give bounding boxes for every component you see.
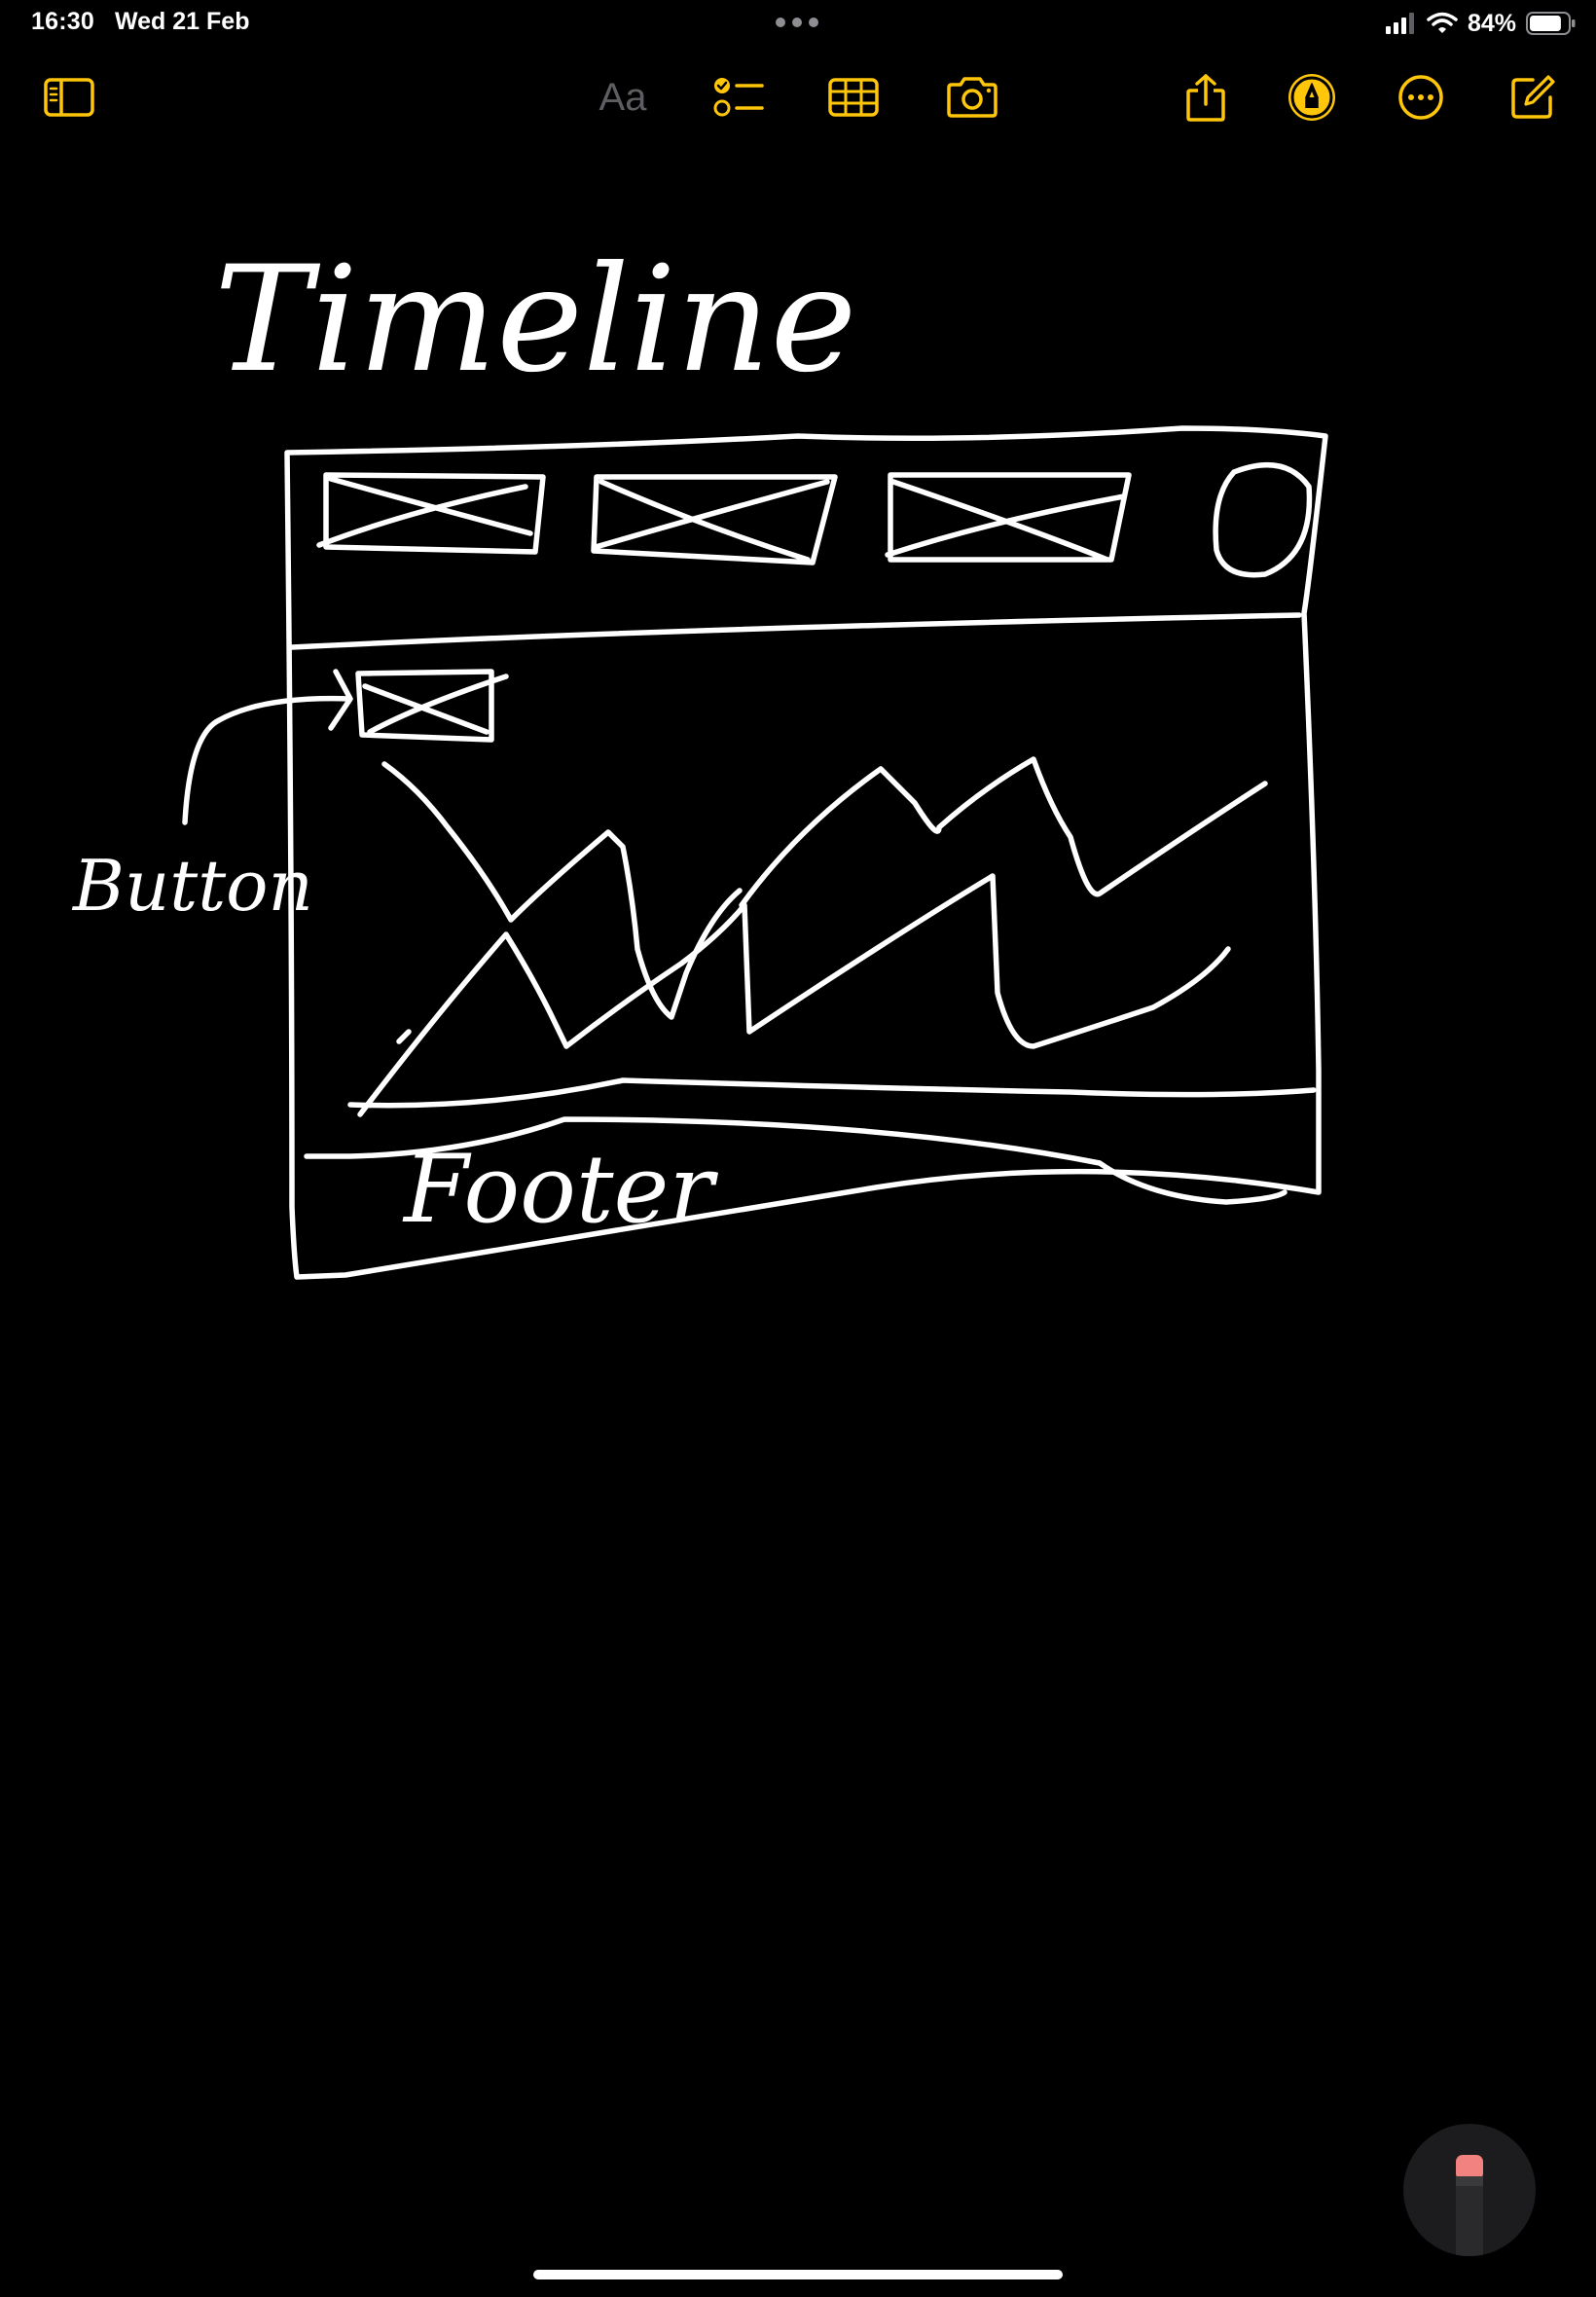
status-time: 16:30 bbox=[31, 8, 94, 35]
text-format-label: Aa bbox=[598, 75, 647, 119]
button-annotation: Button bbox=[71, 845, 313, 927]
home-indicator[interactable] bbox=[533, 2270, 1063, 2279]
notes-toolbar: Aa bbox=[0, 58, 1596, 136]
checklist-icon bbox=[713, 78, 764, 117]
annotation-arrow bbox=[182, 669, 353, 825]
nav-placeholder-3 bbox=[885, 472, 1132, 563]
text-format-button[interactable]: Aa bbox=[584, 58, 662, 136]
wireframe-header-divider bbox=[289, 612, 1302, 650]
cellular-signal-icon bbox=[1385, 13, 1414, 34]
table-button[interactable] bbox=[825, 58, 882, 136]
chart-line-c bbox=[739, 756, 1268, 908]
status-indicators: 84% bbox=[1385, 8, 1577, 39]
wifi-icon bbox=[1427, 12, 1458, 33]
battery-percentage: 84% bbox=[1467, 9, 1516, 37]
nav-placeholder-1 bbox=[316, 472, 546, 555]
wireframe-frame bbox=[284, 425, 1328, 1280]
pencil-tool-button[interactable] bbox=[1403, 2124, 1536, 2256]
markup-pen-icon bbox=[1288, 74, 1335, 121]
wireframe-footer-divider bbox=[347, 1077, 1317, 1109]
sidebar-icon bbox=[44, 78, 94, 117]
checklist-button[interactable] bbox=[708, 58, 769, 136]
button-placeholder bbox=[355, 669, 509, 743]
chart-line-a bbox=[381, 761, 743, 1020]
footer-label: Footer bbox=[402, 1135, 718, 1244]
more-options-icon bbox=[1398, 75, 1443, 120]
camera-button[interactable] bbox=[944, 58, 1000, 136]
avatar-placeholder bbox=[1213, 462, 1313, 578]
table-icon bbox=[828, 78, 879, 117]
more-options-button[interactable] bbox=[1394, 58, 1448, 136]
chart-line-b bbox=[357, 873, 1231, 1117]
battery-icon bbox=[1526, 12, 1576, 35]
sidebar-toggle-button[interactable] bbox=[39, 58, 99, 136]
status-bar: 16:30 Wed 21 Feb 84% bbox=[0, 0, 1596, 47]
nav-placeholder-2 bbox=[591, 474, 838, 565]
pencil-icon bbox=[1456, 2155, 1483, 2256]
compose-button[interactable] bbox=[1506, 58, 1559, 136]
multitasking-menu-icon[interactable] bbox=[776, 18, 818, 27]
sketch-canvas[interactable]: Timeline Button Footer bbox=[0, 136, 1596, 2180]
markup-button[interactable] bbox=[1285, 58, 1339, 136]
share-icon bbox=[1186, 74, 1225, 122]
compose-icon bbox=[1511, 75, 1555, 119]
camera-icon bbox=[947, 77, 998, 118]
sketch-title: Timeline bbox=[214, 236, 856, 405]
share-button[interactable] bbox=[1179, 58, 1232, 136]
status-date: Wed 21 Feb bbox=[115, 8, 250, 35]
